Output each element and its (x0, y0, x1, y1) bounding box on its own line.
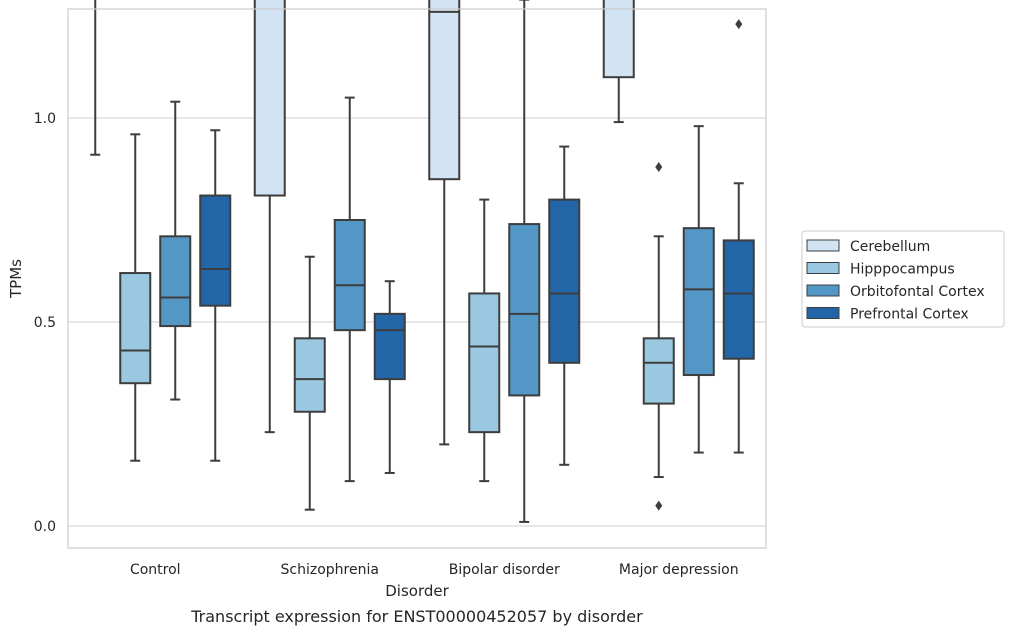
legend-label: Prefrontal Cortex (850, 307, 969, 323)
box-iqr (642, 337, 675, 405)
box-iqr (682, 227, 715, 377)
box-iqr (293, 337, 326, 413)
box-group (508, 0, 541, 523)
legend: Cerebellum Hipppocampus Orbitofontal Corte… (801, 230, 1005, 328)
box-iqr (333, 219, 366, 332)
y-tick-labels: 0.00.51.01.52.02.5 (34, 111, 56, 535)
legend-label: Cerebellum (850, 239, 930, 255)
legend-label: Orbitofontal Cortex (850, 284, 985, 300)
box-iqr (199, 194, 232, 307)
legend-swatch (806, 239, 840, 252)
x-tick-label: Control (130, 562, 181, 578)
x-tick-label: Bipolar disorder (449, 562, 560, 578)
box-group (428, 0, 461, 446)
x-axis-label: Disorder (385, 582, 449, 600)
box-group (373, 280, 406, 474)
box-group (253, 0, 286, 434)
y-tick-label: 0.5 (34, 315, 56, 331)
legend-swatch (806, 284, 840, 297)
y-axis-label: TPMs (7, 259, 25, 299)
legend-frame (801, 230, 1005, 328)
outlier-point (655, 161, 663, 172)
x-tick-label: Major depression (619, 562, 739, 578)
box-iqr (548, 198, 581, 364)
outlier-point (735, 19, 743, 30)
box-group (602, 0, 635, 124)
box-group (468, 198, 501, 483)
x-tick-label: Schizophrenia (281, 562, 379, 578)
box-iqr (373, 312, 406, 381)
box-iqr (119, 272, 152, 385)
box-group (682, 125, 715, 454)
box-group (722, 19, 755, 454)
plot-boxes (90, 0, 755, 523)
box-group (159, 100, 192, 401)
box-group (119, 133, 152, 462)
box-iqr (428, 0, 461, 181)
box-group (199, 129, 232, 462)
box-group (548, 145, 581, 466)
box-iqr (508, 223, 541, 397)
x-tick-labels: Control Schizophrenia Bipolar disorder Majo… (130, 562, 739, 578)
box-group (333, 96, 366, 483)
box-group (642, 161, 675, 511)
box-group (90, 0, 101, 156)
box-group (293, 255, 326, 511)
legend-label: Hipppocampus (850, 262, 955, 278)
box-iqr (602, 0, 635, 79)
y-tick-label: 1.0 (34, 111, 56, 127)
box-iqr (722, 239, 755, 360)
chart-caption: Transcript expression for ENST0000045205… (190, 607, 643, 626)
legend-swatch (806, 262, 840, 274)
outlier-point (655, 500, 663, 511)
legend-swatch (806, 307, 840, 319)
box-iqr (468, 292, 501, 434)
box-iqr (159, 235, 192, 328)
y-tick-label: 0.0 (34, 519, 56, 535)
box-iqr (253, 0, 286, 197)
plot-frame (67, 8, 767, 549)
